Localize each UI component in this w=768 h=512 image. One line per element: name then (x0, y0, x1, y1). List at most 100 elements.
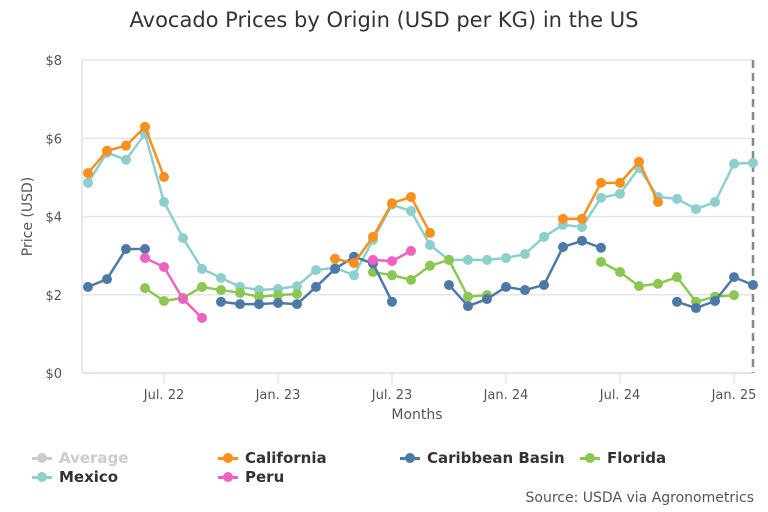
data-point-caribbean-basin (292, 299, 302, 310)
data-point-mexico (349, 270, 359, 281)
legend-item-peru[interactable]: Peru (218, 468, 284, 486)
legend-item-california[interactable]: California (218, 449, 327, 467)
data-point-caribbean-basin (539, 279, 549, 290)
data-point-florida (406, 274, 416, 285)
data-point-california (349, 258, 359, 269)
data-point-mexico (83, 177, 93, 188)
data-point-florida (254, 291, 264, 302)
data-point-mexico (577, 222, 587, 233)
legend-item-average[interactable]: Average (32, 449, 128, 467)
data-point-mexico (672, 193, 682, 204)
data-point-mexico (691, 204, 701, 215)
data-point-mexico (482, 254, 492, 265)
data-point-mexico (159, 197, 169, 208)
data-point-caribbean-basin (121, 243, 131, 254)
legend-item-mexico[interactable]: Mexico (32, 468, 118, 486)
x-tick-label: Jan. 23 (255, 388, 301, 403)
source-credit: Source: USDA via Agronometrics (525, 490, 754, 506)
data-point-caribbean-basin (387, 296, 397, 307)
data-point-mexico (748, 157, 758, 168)
legend-item-caribbean-basin[interactable]: Caribbean Basin (400, 449, 565, 467)
series-line-california (87, 125, 166, 178)
data-point-mexico (311, 265, 321, 276)
x-tick-label: Jul. 22 (143, 388, 185, 403)
data-point-california (140, 121, 150, 132)
data-point-caribbean-basin (140, 243, 150, 254)
chart-title: Avocado Prices by Origin (USD per KG) in… (129, 8, 639, 32)
data-point-caribbean-basin (463, 301, 473, 312)
data-point-caribbean-basin (596, 242, 606, 253)
data-point-caribbean-basin (520, 285, 530, 296)
legend-marker-icon (580, 453, 600, 463)
data-point-mexico (121, 154, 131, 165)
x-tick-label: Jan. 24 (483, 388, 529, 403)
data-point-peru (140, 252, 150, 263)
data-point-caribbean-basin (216, 296, 226, 307)
data-point-california (159, 171, 169, 182)
data-point-california (577, 213, 587, 224)
legend-label: Mexico (59, 468, 119, 486)
data-point-florida (653, 278, 663, 289)
data-point-caribbean-basin (311, 281, 321, 292)
series-line-california (563, 160, 660, 221)
data-point-florida (463, 291, 473, 302)
data-point-mexico (710, 197, 720, 208)
data-point-california (102, 145, 112, 156)
data-point-mexico (539, 231, 549, 242)
data-point-california (368, 231, 378, 242)
data-point-mexico (615, 188, 625, 199)
data-point-caribbean-basin (729, 272, 739, 283)
data-point-peru (197, 312, 207, 323)
x-tick-label: Jan. 25 (711, 388, 757, 403)
data-point-california (558, 213, 568, 224)
data-point-california (425, 227, 435, 238)
data-point-mexico (292, 281, 302, 292)
legend-item-florida[interactable]: Florida (580, 449, 666, 467)
data-point-caribbean-basin (102, 274, 112, 285)
y-tick-label: $0 (45, 367, 62, 382)
data-point-caribbean-basin (273, 297, 283, 308)
data-point-california (387, 198, 397, 209)
data-point-california (330, 253, 340, 264)
data-point-peru (387, 256, 397, 267)
legend-marker-icon (218, 453, 238, 463)
series-line-peru (144, 256, 203, 319)
data-point-peru (406, 245, 416, 256)
data-point-california (121, 140, 131, 151)
data-point-caribbean-basin (83, 281, 93, 292)
data-point-mexico (596, 192, 606, 203)
legend-marker-icon (32, 472, 52, 482)
data-point-caribbean-basin (235, 299, 245, 310)
data-point-peru (178, 294, 188, 305)
data-point-california (596, 177, 606, 188)
data-point-caribbean-basin (444, 279, 454, 290)
series-line-caribbean-basin (87, 247, 145, 289)
data-point-florida (273, 290, 283, 301)
y-axis-label: Price (USD) (20, 177, 36, 256)
legend-marker-icon (400, 453, 420, 463)
data-point-mexico (178, 233, 188, 244)
data-point-california (83, 168, 93, 179)
data-point-florida (444, 254, 454, 265)
data-point-caribbean-basin (330, 263, 340, 274)
data-point-florida (634, 281, 644, 292)
y-tick-label: $6 (45, 132, 62, 147)
data-point-florida (672, 272, 682, 283)
data-point-caribbean-basin (577, 235, 587, 246)
legend-label: Caribbean Basin (427, 449, 565, 467)
data-point-caribbean-basin (254, 299, 264, 310)
data-point-florida (729, 290, 739, 301)
data-point-caribbean-basin (710, 296, 720, 307)
legend-label: Florida (607, 449, 667, 467)
data-point-florida (159, 296, 169, 307)
y-tick-label: $8 (45, 54, 62, 69)
data-point-mexico (197, 263, 207, 274)
legend-marker-icon (32, 453, 52, 463)
data-point-caribbean-basin (558, 242, 568, 253)
data-point-florida (615, 267, 625, 278)
data-point-florida (235, 287, 245, 298)
data-point-peru (159, 261, 169, 272)
data-point-mexico (520, 249, 530, 260)
data-point-california (615, 177, 625, 188)
y-tick-label: $4 (45, 211, 62, 226)
